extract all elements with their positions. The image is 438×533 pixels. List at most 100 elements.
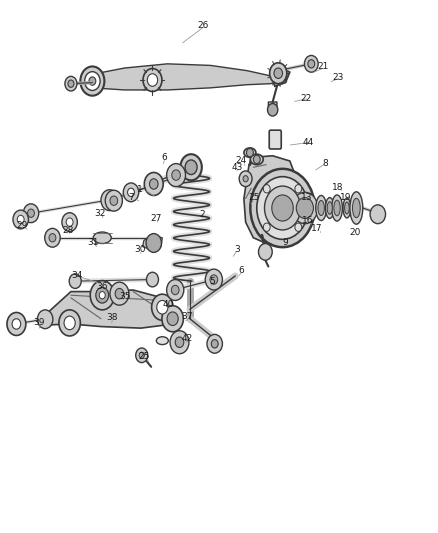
Circle shape	[239, 171, 252, 187]
Circle shape	[258, 244, 272, 260]
Text: 40: 40	[162, 300, 174, 309]
Ellipse shape	[318, 200, 325, 215]
Circle shape	[292, 192, 318, 224]
Polygon shape	[143, 235, 162, 250]
Text: 18: 18	[332, 183, 343, 191]
Circle shape	[257, 176, 308, 239]
Circle shape	[65, 76, 77, 91]
Text: 20: 20	[349, 228, 360, 237]
Circle shape	[12, 319, 21, 329]
Text: 35: 35	[120, 292, 131, 301]
Circle shape	[268, 103, 278, 116]
Ellipse shape	[327, 201, 332, 214]
Text: 2: 2	[200, 210, 205, 219]
Ellipse shape	[334, 200, 340, 216]
Circle shape	[263, 184, 270, 193]
Circle shape	[272, 195, 293, 221]
Circle shape	[23, 204, 39, 223]
Text: 39: 39	[34, 318, 45, 327]
Circle shape	[146, 272, 159, 287]
Ellipse shape	[350, 192, 363, 224]
Text: 29: 29	[16, 221, 28, 230]
Circle shape	[64, 316, 75, 330]
Text: 31: 31	[87, 238, 98, 247]
Circle shape	[166, 164, 186, 187]
Text: 21: 21	[317, 62, 328, 71]
Circle shape	[49, 233, 56, 242]
Circle shape	[185, 160, 197, 175]
Text: 25: 25	[138, 352, 149, 361]
Circle shape	[37, 310, 53, 329]
Text: 26: 26	[197, 21, 208, 30]
Ellipse shape	[251, 154, 263, 165]
Text: 6: 6	[162, 154, 167, 163]
Circle shape	[59, 310, 80, 336]
Circle shape	[157, 301, 168, 314]
Circle shape	[251, 169, 315, 247]
Text: 25: 25	[248, 193, 260, 202]
Circle shape	[143, 69, 162, 92]
Text: 34: 34	[71, 271, 82, 280]
Circle shape	[101, 190, 118, 211]
Text: 30: 30	[134, 245, 145, 254]
Circle shape	[136, 348, 148, 362]
Circle shape	[263, 223, 270, 231]
Circle shape	[105, 190, 123, 211]
Circle shape	[175, 337, 184, 348]
Text: 27: 27	[150, 214, 162, 223]
Text: 32: 32	[94, 209, 105, 217]
Text: 7: 7	[128, 193, 134, 202]
Ellipse shape	[316, 196, 326, 221]
Circle shape	[13, 210, 28, 229]
Circle shape	[295, 223, 302, 231]
Text: 44: 44	[302, 138, 314, 147]
Text: 24: 24	[236, 157, 247, 165]
Circle shape	[210, 275, 218, 284]
Circle shape	[28, 209, 35, 217]
Text: 37: 37	[182, 312, 193, 321]
Circle shape	[62, 213, 78, 231]
Ellipse shape	[156, 337, 168, 345]
Text: 13: 13	[301, 193, 313, 202]
Text: 1: 1	[138, 185, 143, 193]
Text: 42: 42	[182, 334, 193, 343]
Circle shape	[110, 196, 118, 205]
Circle shape	[96, 287, 109, 303]
Circle shape	[17, 215, 24, 224]
Text: 36: 36	[97, 282, 108, 291]
Circle shape	[211, 340, 218, 348]
Circle shape	[167, 312, 178, 326]
Text: 23: 23	[332, 73, 343, 82]
Circle shape	[166, 280, 184, 301]
Circle shape	[45, 228, 60, 247]
Circle shape	[106, 196, 113, 205]
Text: 9: 9	[282, 238, 288, 247]
Circle shape	[7, 312, 26, 335]
Circle shape	[89, 77, 96, 85]
Polygon shape	[271, 67, 290, 86]
Text: 38: 38	[106, 313, 118, 322]
Ellipse shape	[325, 198, 334, 219]
Circle shape	[308, 60, 315, 68]
Circle shape	[162, 306, 184, 332]
Circle shape	[207, 334, 223, 353]
Text: 8: 8	[323, 159, 328, 167]
Circle shape	[247, 149, 253, 157]
Circle shape	[147, 74, 158, 86]
Text: 6: 6	[238, 266, 244, 275]
Circle shape	[296, 198, 314, 219]
Circle shape	[295, 184, 302, 193]
Circle shape	[139, 352, 144, 358]
Circle shape	[123, 183, 139, 201]
Circle shape	[68, 80, 74, 87]
Circle shape	[110, 282, 129, 305]
Ellipse shape	[345, 202, 349, 214]
Text: 43: 43	[232, 163, 243, 172]
Ellipse shape	[244, 148, 256, 157]
Circle shape	[66, 218, 73, 227]
Polygon shape	[42, 290, 174, 328]
Text: 5: 5	[209, 277, 215, 286]
Polygon shape	[244, 156, 296, 243]
Text: 17: 17	[311, 224, 322, 233]
Text: 16: 16	[302, 216, 314, 225]
